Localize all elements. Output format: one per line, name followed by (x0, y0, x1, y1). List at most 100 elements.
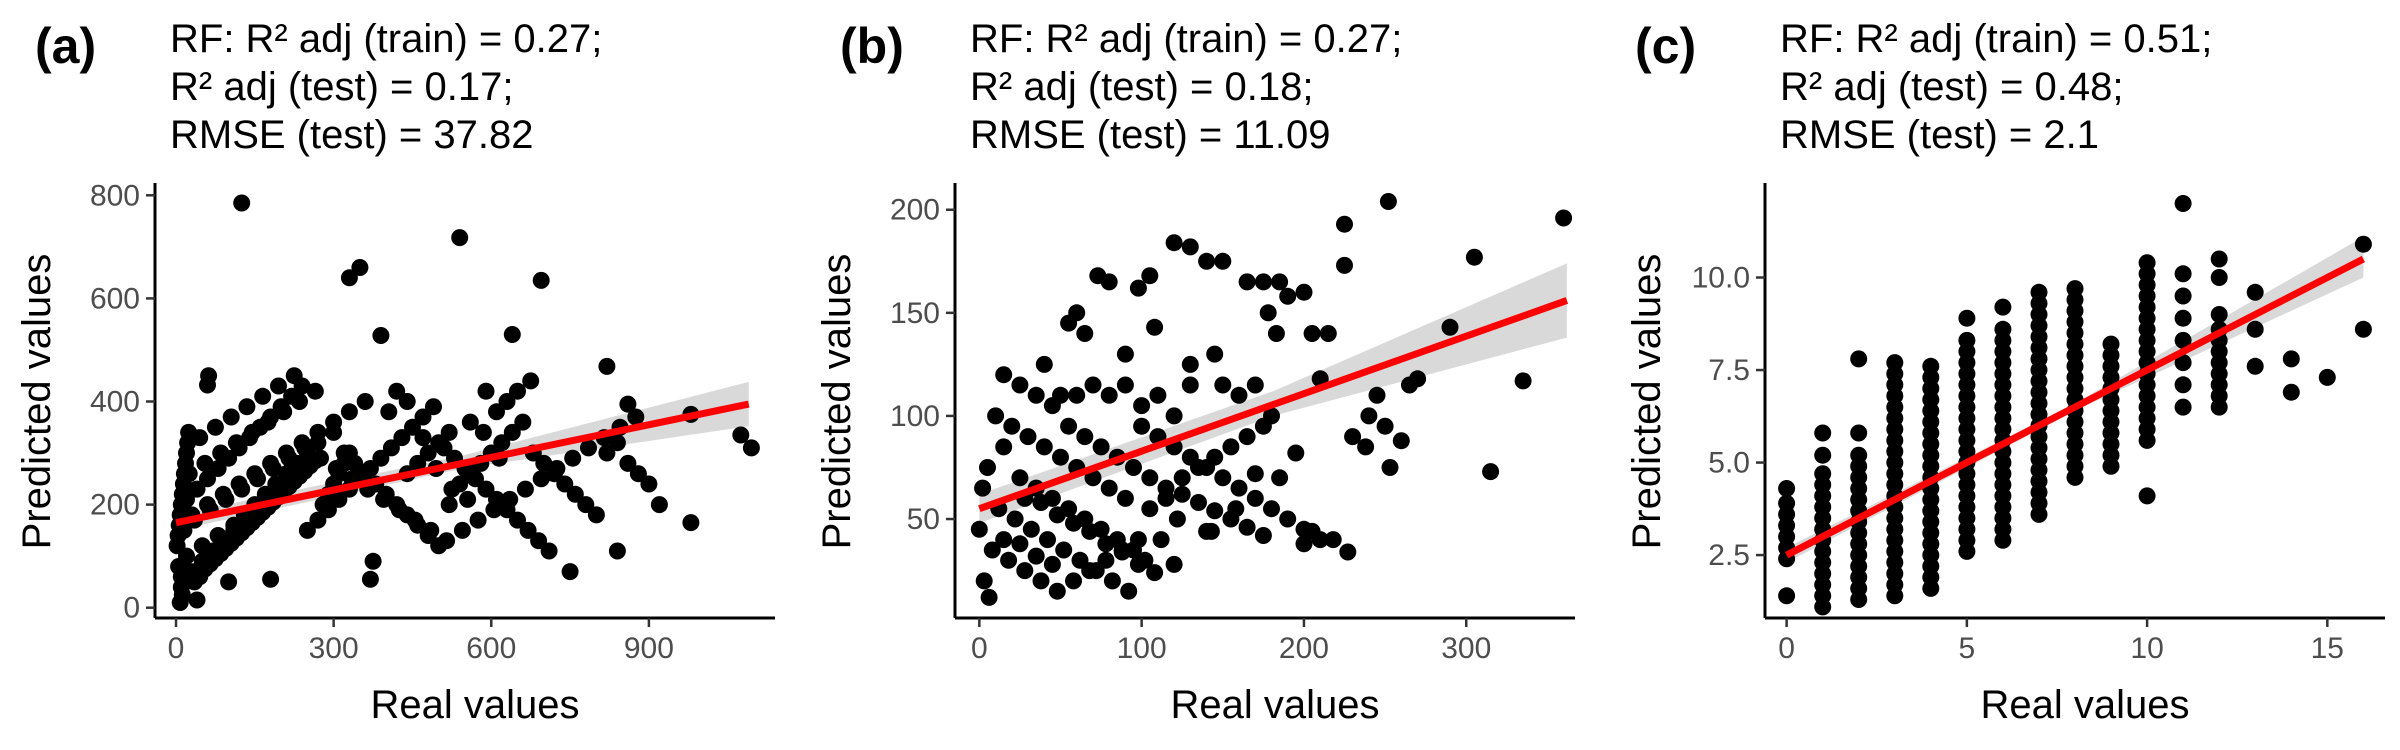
data-point (241, 429, 259, 447)
data-point (1032, 494, 1050, 511)
y-tick-label: 150 (890, 297, 940, 330)
data-point (1336, 215, 1353, 233)
data-point (1295, 535, 1313, 553)
data-point (1344, 428, 1362, 446)
data-point (199, 470, 216, 488)
y-tick-label: 0 (123, 592, 140, 625)
data-point (1092, 438, 1110, 456)
data-point (1125, 459, 1142, 476)
data-point (430, 434, 448, 452)
data-point (608, 434, 626, 452)
data-point (598, 357, 616, 375)
data-point (509, 382, 526, 400)
data-point (975, 572, 993, 590)
data-point (306, 452, 324, 470)
data-point (404, 418, 421, 436)
data-point (1035, 438, 1053, 456)
data-point (608, 542, 626, 560)
data-point (1168, 510, 1186, 528)
data-point (629, 465, 647, 483)
y-axis-title: Predicted values (815, 254, 859, 550)
data-point (1000, 551, 1018, 569)
data-point (2174, 398, 2192, 416)
data-point (1336, 256, 1353, 274)
data-point (1401, 376, 1418, 394)
data-point (238, 398, 256, 416)
data-point (1958, 309, 1976, 327)
chart-title-line: RMSE (test) = 37.82 (170, 113, 533, 157)
data-point (1379, 193, 1397, 210)
data-point (220, 573, 238, 591)
data-point (2066, 280, 2084, 298)
data-point (1206, 448, 1224, 466)
data-point (1206, 345, 1224, 363)
x-tick-label: 600 (466, 632, 516, 665)
chart-title-line: R² adj (test) = 0.17; (170, 65, 513, 109)
data-point (1116, 345, 1134, 363)
data-point (325, 413, 343, 431)
data-point (443, 480, 461, 498)
x-tick-label: 5 (1959, 632, 1976, 665)
data-point (2354, 235, 2372, 253)
data-point (1129, 531, 1147, 549)
data-point (1141, 267, 1159, 285)
x-tick-label: 15 (2311, 632, 2344, 665)
data-point (1165, 407, 1183, 425)
data-point (1850, 350, 1868, 368)
data-point (425, 398, 442, 416)
data-point (1360, 407, 1378, 425)
x-tick-label: 300 (309, 632, 359, 665)
data-point (1149, 386, 1167, 404)
data-point (2210, 250, 2228, 268)
data-point (1886, 354, 1904, 372)
panel-label: (a) (35, 18, 96, 74)
data-point (340, 444, 358, 462)
data-point (1022, 520, 1040, 538)
data-point (548, 460, 566, 477)
data-point (206, 418, 224, 436)
data-point (254, 387, 272, 405)
data-point (469, 511, 487, 529)
data-point (1246, 489, 1264, 507)
data-point (2210, 269, 2228, 286)
data-point (296, 439, 314, 457)
data-point (188, 591, 206, 609)
data-point (995, 438, 1013, 456)
data-point (477, 480, 495, 498)
y-tick-label: 50 (907, 503, 940, 536)
data-point (262, 570, 280, 588)
data-point (1850, 446, 1868, 464)
chart-title-line: R² adj (test) = 0.18; (970, 65, 1313, 109)
data-point (1555, 209, 1573, 227)
y-tick-label: 400 (90, 386, 140, 419)
data-point (1271, 469, 1289, 487)
x-axis-title: Real values (1980, 683, 2189, 727)
data-point (264, 460, 282, 477)
data-point (1287, 444, 1305, 462)
chart-title-line: RF: R² adj (train) = 0.27; (170, 17, 602, 61)
data-point (1850, 424, 1868, 442)
data-point (1116, 489, 1134, 507)
y-tick-label: 200 (90, 489, 140, 522)
data-point (682, 514, 700, 532)
data-point (1081, 522, 1099, 540)
data-point (1190, 459, 1207, 476)
data-point (1133, 397, 1151, 415)
data-point (1254, 417, 1272, 435)
x-tick-label: 300 (1441, 632, 1491, 665)
data-point (1482, 463, 1500, 481)
data-point (375, 490, 393, 508)
data-point (1100, 479, 1118, 497)
data-point (1146, 564, 1164, 582)
data-point (2246, 357, 2264, 375)
data-point (1814, 465, 1832, 483)
data-point (351, 259, 369, 276)
data-point (1027, 547, 1045, 565)
data-point (2174, 287, 2192, 305)
data-point (1076, 428, 1094, 446)
data-point (1003, 417, 1021, 435)
data-point (398, 393, 416, 410)
data-point (388, 382, 406, 400)
data-point (2174, 331, 2192, 349)
data-point (1465, 248, 1483, 266)
